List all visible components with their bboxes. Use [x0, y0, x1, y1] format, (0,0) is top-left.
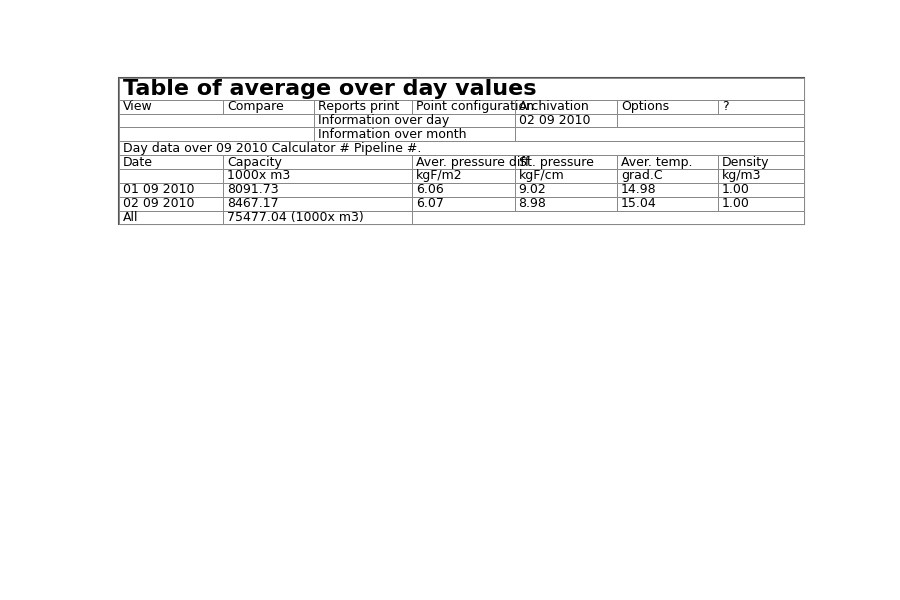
Bar: [718, 183, 804, 197]
Bar: [314, 100, 411, 113]
Bar: [119, 127, 314, 141]
Bar: [223, 155, 412, 169]
Bar: [119, 113, 314, 127]
Text: kgF/cm: kgF/cm: [518, 169, 564, 182]
Text: 8467.17: 8467.17: [227, 197, 279, 210]
Bar: [119, 211, 223, 224]
Bar: [412, 183, 515, 197]
Bar: [515, 100, 617, 113]
Text: Day data over 09 2010 Calculator # Pipeline #.: Day data over 09 2010 Calculator # Pipel…: [122, 142, 421, 155]
Bar: [617, 155, 718, 169]
Bar: [119, 155, 223, 169]
Text: Capacity: Capacity: [227, 155, 282, 169]
Bar: [412, 211, 804, 224]
Text: Archivation: Archivation: [518, 100, 590, 113]
Bar: [411, 100, 515, 113]
Text: 1.00: 1.00: [722, 184, 750, 196]
Bar: [223, 211, 412, 224]
Bar: [119, 197, 223, 211]
Text: Compare: Compare: [227, 100, 284, 113]
Bar: [515, 197, 617, 211]
Bar: [223, 169, 412, 183]
Bar: [412, 197, 515, 211]
Bar: [223, 197, 412, 211]
Bar: [718, 197, 804, 211]
Bar: [718, 100, 804, 113]
Bar: [223, 183, 412, 197]
Text: 9.02: 9.02: [518, 184, 546, 196]
Text: grad.C: grad.C: [621, 169, 662, 182]
Text: 01 09 2010: 01 09 2010: [122, 184, 194, 196]
Text: Aver. pressure diff.: Aver. pressure diff.: [417, 155, 533, 169]
Bar: [119, 141, 804, 155]
Bar: [617, 113, 804, 127]
Bar: [119, 183, 223, 197]
Bar: [515, 155, 617, 169]
Text: Aver. temp.: Aver. temp.: [621, 155, 692, 169]
Text: Reports print: Reports print: [318, 100, 399, 113]
Bar: [617, 197, 718, 211]
Text: 1.00: 1.00: [722, 197, 750, 210]
Bar: [119, 78, 804, 224]
Bar: [412, 169, 515, 183]
Bar: [515, 169, 617, 183]
Bar: [515, 127, 804, 141]
Bar: [314, 127, 515, 141]
Bar: [412, 155, 515, 169]
Text: 15.04: 15.04: [621, 197, 657, 210]
Bar: [718, 155, 804, 169]
Text: Information over month: Information over month: [318, 128, 466, 141]
Bar: [223, 100, 314, 113]
Text: Information over day: Information over day: [318, 114, 449, 127]
Bar: [119, 169, 223, 183]
Bar: [617, 183, 718, 197]
Text: 75477.04 (1000x m3): 75477.04 (1000x m3): [227, 211, 364, 224]
Text: St. pressure: St. pressure: [518, 155, 593, 169]
Text: Density: Density: [722, 155, 770, 169]
Text: 02 09 2010: 02 09 2010: [122, 197, 194, 210]
Text: Table of average over day values: Table of average over day values: [122, 79, 536, 99]
Text: 14.98: 14.98: [621, 184, 656, 196]
Bar: [119, 100, 223, 113]
Text: kgF/m2: kgF/m2: [417, 169, 463, 182]
Text: kg/m3: kg/m3: [722, 169, 761, 182]
Bar: [515, 183, 617, 197]
Text: Options: Options: [621, 100, 669, 113]
Text: 8.98: 8.98: [518, 197, 546, 210]
Text: Point configuration: Point configuration: [416, 100, 534, 113]
Bar: [617, 100, 718, 113]
Text: 02 09 2010: 02 09 2010: [518, 114, 590, 127]
Text: 6.07: 6.07: [417, 197, 445, 210]
Text: 8091.73: 8091.73: [227, 184, 279, 196]
Text: 6.06: 6.06: [417, 184, 444, 196]
Bar: [718, 169, 804, 183]
Bar: [515, 113, 617, 127]
Text: Date: Date: [122, 155, 153, 169]
Text: View: View: [122, 100, 152, 113]
Text: All: All: [122, 211, 138, 224]
Bar: [119, 78, 804, 100]
Text: ?: ?: [722, 100, 728, 113]
Bar: [617, 169, 718, 183]
Text: 1000x m3: 1000x m3: [227, 169, 291, 182]
Bar: [314, 113, 515, 127]
